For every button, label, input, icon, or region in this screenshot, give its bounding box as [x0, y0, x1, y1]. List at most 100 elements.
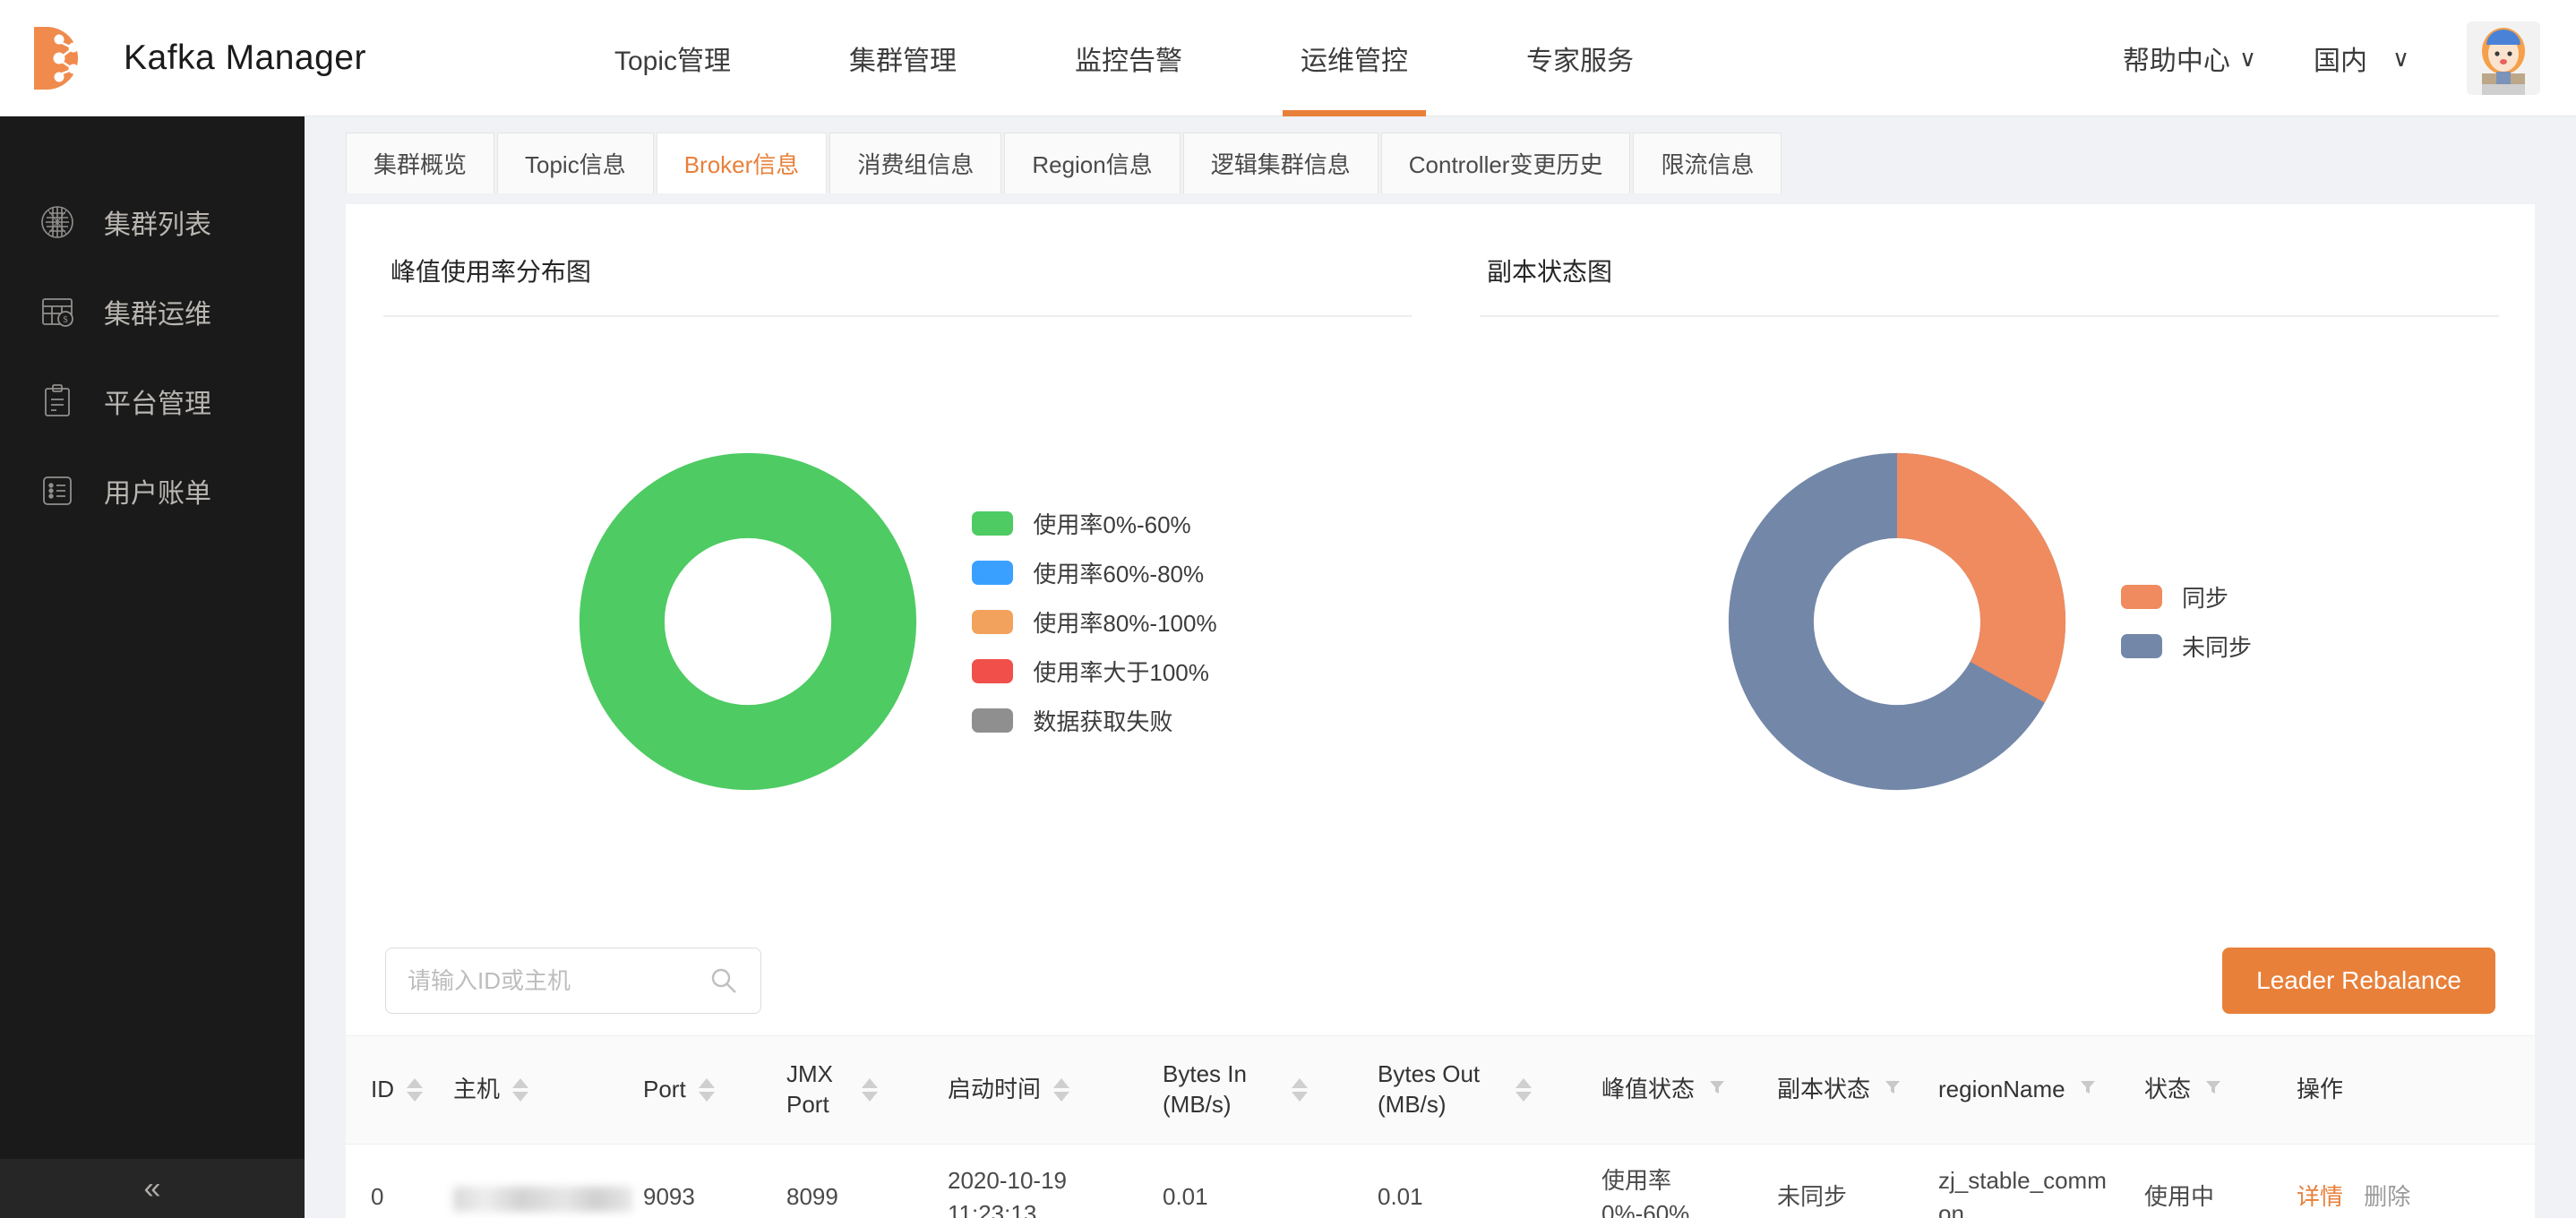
col-label: Port: [643, 1075, 686, 1102]
col-bytes-out[interactable]: Bytes Out (MB/s): [1378, 1035, 1601, 1145]
sort-arrows-icon[interactable]: [1292, 1077, 1308, 1102]
col-host[interactable]: 主机: [453, 1035, 643, 1145]
tab-logical-cluster-info[interactable]: 逻辑集群信息: [1182, 133, 1378, 193]
delete-link[interactable]: 删除: [2364, 1183, 2411, 1211]
region-menu[interactable]: 国内 ∨: [2314, 39, 2409, 78]
chart-title: 峰值使用率分布图: [391, 258, 592, 286]
cell-start-time: 2020-10-19 11:23:13: [948, 1144, 1163, 1218]
cell-region-name: zj_stable_common: [1938, 1144, 2144, 1218]
region-name-value: zj_stable_common: [1938, 1166, 2107, 1218]
search-input[interactable]: [408, 966, 708, 995]
tab-broker-info[interactable]: Broker信息: [656, 133, 828, 193]
sidebar-item-label: 集群运维: [104, 300, 211, 330]
top-nav-item-monitor[interactable]: 监控告警: [1057, 0, 1200, 116]
peak-status-value: 使用率0%-60%: [1601, 1166, 1690, 1218]
col-bytes-in[interactable]: Bytes In (MB/s): [1163, 1035, 1378, 1145]
app-title: Kafka Manager: [124, 38, 366, 77]
legend-item[interactable]: 使用率0%-60%: [972, 507, 1216, 540]
top-nav-item-cluster[interactable]: 集群管理: [831, 0, 975, 116]
cell-action: 详情 删除: [2297, 1144, 2535, 1218]
cell-host: [453, 1144, 643, 1218]
chart-body: 同步 未同步: [1480, 317, 2499, 926]
col-replica-status[interactable]: 副本状态: [1777, 1035, 1938, 1145]
legend-item[interactable]: 使用率大于100%: [972, 655, 1216, 688]
top-nav-label: 专家服务: [1526, 46, 1635, 76]
detail-link[interactable]: 详情: [2297, 1183, 2344, 1211]
top-nav: Topic管理 集群管理 监控告警 运维管控 专家服务: [555, 0, 1693, 116]
table-row[interactable]: 0 9093 8099 2020-10-19 11:23:13 0.01 0.0…: [346, 1144, 2535, 1218]
col-peak-status[interactable]: 峰值状态: [1601, 1035, 1777, 1145]
brand[interactable]: Kafka Manager: [0, 20, 555, 97]
avatar[interactable]: [2467, 21, 2540, 95]
top-nav-item-expert[interactable]: 专家服务: [1508, 0, 1652, 116]
sidebar-item-cluster-list[interactable]: 集群列表: [0, 179, 305, 265]
cell-bytes-in: 0.01: [1163, 1144, 1378, 1218]
legend-label: 使用率0%-60%: [1033, 510, 1191, 538]
col-label: Bytes Out (MB/s): [1378, 1060, 1481, 1118]
tab-label: 集群概览: [374, 151, 468, 178]
filter-icon[interactable]: [2078, 1076, 2098, 1103]
legend-label: 使用率80%-100%: [1033, 609, 1217, 637]
header-right: 帮助中心 ∨ 国内 ∨: [2123, 21, 2576, 95]
tab-region-info[interactable]: Region信息: [1004, 133, 1181, 193]
sort-arrows-icon[interactable]: [512, 1077, 529, 1102]
region-label: 国内: [2313, 46, 2367, 76]
sort-arrows-icon[interactable]: [698, 1077, 715, 1102]
filter-icon[interactable]: [1883, 1076, 1902, 1103]
chevron-down-icon: ∨: [2238, 44, 2256, 72]
filter-icon[interactable]: [1707, 1076, 1727, 1103]
legend-swatch-salmon: [2120, 585, 2162, 609]
legend-label: 使用率大于100%: [1033, 658, 1209, 686]
top-nav-label: 集群管理: [849, 46, 957, 76]
top-nav-item-topic[interactable]: Topic管理: [597, 0, 749, 116]
tab-label: Controller变更历史: [1408, 151, 1603, 178]
search-icon[interactable]: [708, 965, 739, 996]
help-center-menu[interactable]: 帮助中心 ∨: [2123, 39, 2256, 78]
sort-arrows-icon[interactable]: [1516, 1077, 1532, 1102]
col-status[interactable]: 状态: [2144, 1035, 2297, 1145]
sort-arrows-icon[interactable]: [862, 1077, 878, 1102]
legend-item[interactable]: 未同步: [2120, 630, 2252, 663]
cell-jmx-port: 8099: [786, 1144, 948, 1218]
col-jmx-port[interactable]: JMX Port: [786, 1035, 948, 1145]
tab-label: Topic信息: [525, 151, 626, 178]
list-icon: [38, 471, 77, 510]
filter-icon[interactable]: [2203, 1076, 2223, 1103]
legend-item[interactable]: 使用率60%-80%: [972, 556, 1216, 589]
legend-item[interactable]: 数据获取失败: [972, 704, 1216, 737]
charts-row: 峰值使用率分布图 使用率0%-60%: [346, 204, 2535, 926]
cell-port: 9093: [643, 1144, 786, 1218]
search-box[interactable]: [385, 948, 761, 1014]
sidebar-collapse-button[interactable]: «: [0, 1159, 305, 1218]
top-nav-item-ops[interactable]: 运维管控: [1283, 0, 1427, 116]
col-id[interactable]: ID: [346, 1035, 453, 1145]
leader-rebalance-button[interactable]: Leader Rebalance: [2222, 948, 2495, 1014]
tab-topic-info[interactable]: Topic信息: [497, 133, 654, 193]
sort-arrows-icon[interactable]: [1053, 1077, 1070, 1102]
clipboard-icon: [38, 382, 77, 421]
legend-label: 未同步: [2181, 634, 2252, 661]
divider: [383, 315, 1412, 317]
tab-cluster-overview[interactable]: 集群概览: [346, 133, 495, 193]
sidebar-item-cluster-ops[interactable]: $ 集群运维: [0, 269, 305, 355]
legend-swatch-orange: [972, 609, 1014, 634]
sidebar-item-user-bill[interactable]: 用户账单: [0, 448, 305, 534]
sort-arrows-icon[interactable]: [407, 1077, 423, 1102]
col-port[interactable]: Port: [643, 1035, 786, 1145]
legend-item[interactable]: 使用率80%-100%: [972, 605, 1217, 639]
col-label: 启动时间: [948, 1075, 1042, 1102]
tab-throttle-info[interactable]: 限流信息: [1633, 133, 1782, 193]
table-body: 0 9093 8099 2020-10-19 11:23:13 0.01 0.0…: [346, 1144, 2535, 1218]
col-region-name[interactable]: regionName: [1938, 1035, 2144, 1145]
col-start-time[interactable]: 启动时间: [948, 1035, 1163, 1145]
broker-table: ID 主机 Port JMX Port 启动时间: [346, 1035, 2535, 1218]
tab-label: Broker信息: [683, 151, 800, 178]
legend-item[interactable]: 同步: [2120, 580, 2252, 613]
col-label: 峰值状态: [1601, 1075, 1696, 1102]
chevron-down-icon: ∨: [2391, 44, 2409, 72]
tab-consumer-group-info[interactable]: 消费组信息: [829, 133, 1002, 193]
col-label: 副本状态: [1777, 1075, 1871, 1102]
tab-controller-history[interactable]: Controller变更历史: [1380, 133, 1631, 193]
tab-label: 逻辑集群信息: [1210, 151, 1351, 178]
sidebar-item-platform-admin[interactable]: 平台管理: [0, 358, 305, 444]
